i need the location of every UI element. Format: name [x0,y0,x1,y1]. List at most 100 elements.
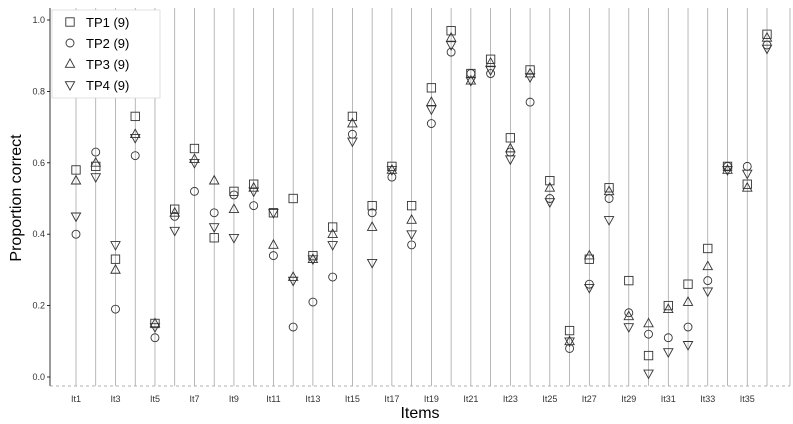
legend-label: TP4 (9) [86,78,129,93]
x-tick-label: It29 [621,394,636,404]
point-triangle-up [722,163,733,174]
point-square [446,26,456,36]
point-triangle-up [228,203,240,214]
point-triangle-down [425,105,437,116]
point-square [643,350,654,361]
point-circle [190,186,199,196]
series-2 [71,40,772,353]
point-circle [229,190,239,200]
point-triangle-up [643,317,654,328]
point-square [130,111,140,122]
legend-marker-square [65,17,75,27]
y-tick-label: 0.6 [32,158,45,168]
point-triangle-down [149,323,161,333]
point-circle [486,69,496,78]
point-triangle-down [682,341,694,351]
point-triangle-up [307,253,319,263]
point-triangle-up [682,296,694,306]
point-square [485,54,496,64]
point-triangle-up [189,153,200,164]
point-circle [288,322,298,332]
point-circle [624,308,634,318]
point-triangle-down [248,187,260,198]
y-tick-label: 1.0 [32,15,45,25]
point-triangle-down [504,155,516,166]
x-tick-label: It21 [463,394,478,404]
point-circle [703,276,713,286]
point-triangle-up [169,206,181,217]
y-tick-label: 0.0 [32,372,45,382]
point-triangle-up [347,117,358,128]
legend-marker-triangle-up [64,58,76,68]
point-square [604,183,614,193]
point-triangle-down [524,73,536,84]
legend: TP1 (9) TP2 (9) TP3 (9) TP4 (9) [51,9,161,99]
x-tick-label: It13 [305,394,320,404]
x-tick-label: It11 [266,394,280,404]
point-triangle-down [307,255,319,266]
point-circle [308,297,318,307]
point-circle [446,47,456,57]
point-square [663,300,673,311]
point-triangle-down [347,137,358,148]
x-tick-label: It5 [150,394,160,404]
point-circle [663,333,673,343]
point-triangle-up [524,67,536,78]
point-triangle-down [761,44,773,55]
series-1 [71,26,772,361]
point-circle [130,151,140,161]
point-square [328,222,338,232]
point-triangle-up [386,163,398,174]
point-triangle-up [583,249,595,260]
point-triangle-up [465,74,477,85]
point-triangle-down [366,258,378,269]
point-triangle-up [504,142,516,153]
point-square [545,175,555,186]
x-tick-label: It7 [189,394,199,404]
legend-box [51,9,161,99]
series-3 [70,31,773,346]
point-triangle-down [544,198,556,209]
point-square [683,279,693,289]
legend-marker-triangle-down [64,81,76,91]
point-triangle-down [465,76,477,87]
point-circle [426,119,436,128]
x-axis-title: Items [400,405,439,422]
point-triangle-down [90,173,102,184]
x-tick-label: It9 [229,394,239,404]
point-triangle-up [268,238,279,249]
point-square [347,111,358,122]
point-triangle-up [761,31,773,42]
point-triangle-up [603,185,615,196]
point-triangle-up [287,271,299,281]
legend-label: TP2 (9) [86,36,129,51]
point-triangle-down [228,233,240,244]
point-triangle-down [445,41,457,51]
point-triangle-down [702,287,714,298]
point-square [703,243,713,254]
point-triangle-up [702,260,714,271]
point-circle [328,272,338,282]
point-square [624,275,634,286]
point-triangle-up [208,174,220,185]
point-triangle-up [741,181,753,192]
legend-label: TP1 (9) [86,15,129,30]
point-triangle-down [662,348,674,358]
point-triangle-up [129,128,141,139]
x-tick-label: It27 [582,394,597,404]
point-square [742,179,752,189]
point-square [426,83,437,93]
point-triangle-up [662,303,674,313]
point-circle [111,304,120,314]
point-square [367,200,377,211]
point-square [189,143,200,154]
point-circle [150,333,160,343]
point-square [564,325,575,336]
point-circle [644,329,653,339]
point-circle [268,251,278,261]
point-triangle-down [110,241,121,251]
point-square [209,233,219,243]
point-circle [71,229,81,239]
point-circle [249,201,259,211]
